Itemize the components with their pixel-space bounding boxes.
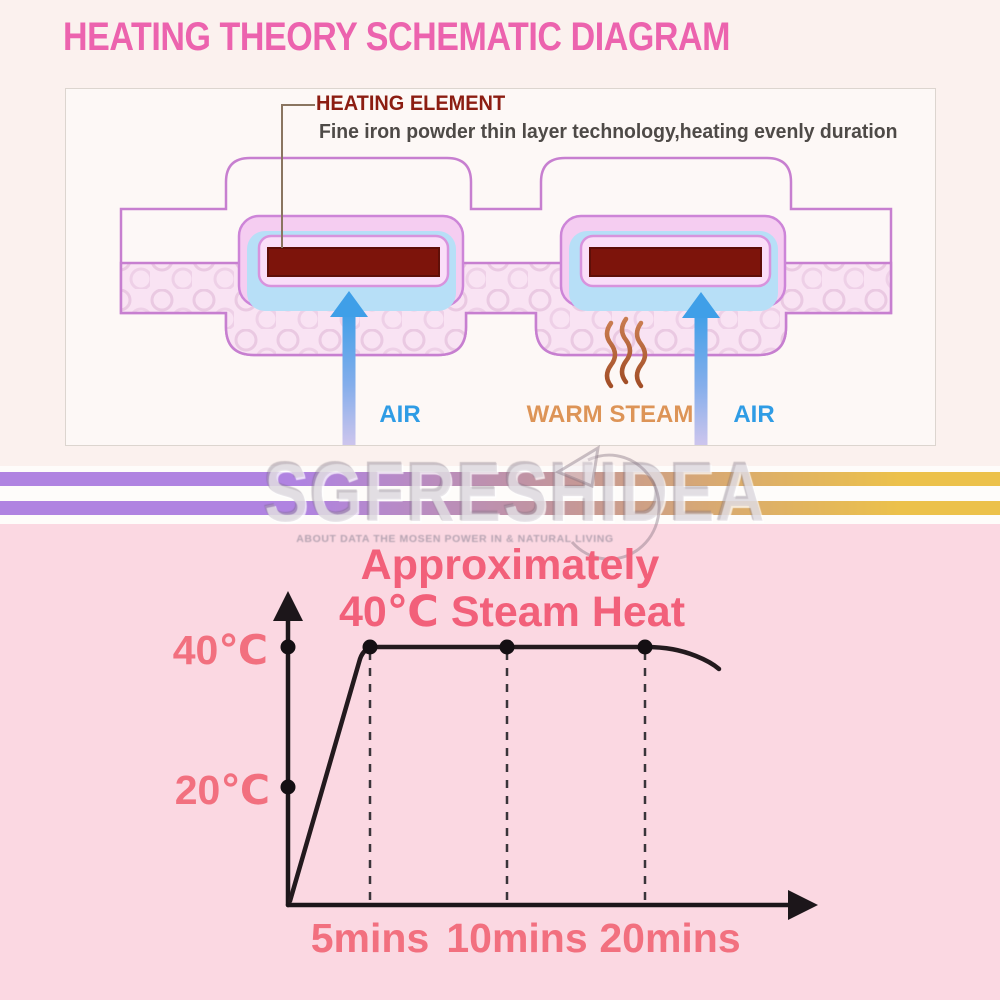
x-tick-10min: 10mins xyxy=(446,915,588,961)
watermark-tagline: ABOUT DATA THE MOSEN POWER IN & NATURAL … xyxy=(296,533,614,545)
watermark-brand: SGFRESHIDEA xyxy=(263,445,766,539)
y-axis-arrowhead xyxy=(273,591,303,621)
air-label-right: AIR xyxy=(733,401,775,428)
heating-element-bar-right xyxy=(589,247,762,277)
curve-dot-10min xyxy=(499,639,515,655)
air-arrow-right-icon xyxy=(682,292,720,445)
steam-wave-icon xyxy=(604,316,648,389)
eye-pod-right xyxy=(559,214,787,311)
chart-title-line1: Approximately xyxy=(360,541,660,589)
chart-section-background xyxy=(0,524,1000,1000)
chart-title-line2: 40℃ Steam Heat xyxy=(338,588,686,636)
gradient-stripe-bottom xyxy=(0,501,1000,515)
schematic-svg xyxy=(119,104,893,445)
schematic-box xyxy=(65,88,936,446)
page-title: HEATING THEORY SCHEMATIC DIAGRAM xyxy=(63,15,731,59)
chart-plot-area xyxy=(150,585,850,925)
curve-dot-5min xyxy=(362,639,378,655)
curve-dot-20min xyxy=(637,639,653,655)
x-tick-5min: 5mins xyxy=(310,915,430,961)
watermark-swoosh-icon xyxy=(540,428,710,563)
air-label-left: AIR xyxy=(379,401,421,428)
eye-pod-left xyxy=(237,214,465,311)
y-tick-20: 20℃ xyxy=(174,767,270,813)
y-dot-20 xyxy=(280,779,296,795)
x-tick-20min: 20mins xyxy=(599,915,741,961)
chart-svg xyxy=(273,591,818,920)
dashed-guides xyxy=(368,652,647,902)
connector-line xyxy=(281,104,315,248)
x-axis-arrowhead xyxy=(788,890,818,920)
heating-element-bar-left xyxy=(267,247,440,277)
y-tick-40: 40℃ xyxy=(172,627,268,673)
heating-element-label: HEATING ELEMENT xyxy=(316,92,506,115)
temp-curve xyxy=(287,644,722,904)
heating-element-desc: Fine iron powder thin layer technology,h… xyxy=(319,121,898,143)
y-dot-40 xyxy=(280,639,296,655)
gradient-stripe-top xyxy=(0,472,1000,486)
warm-steam-label: WARM STEAM xyxy=(526,401,694,428)
air-arrow-left-icon xyxy=(330,291,368,445)
